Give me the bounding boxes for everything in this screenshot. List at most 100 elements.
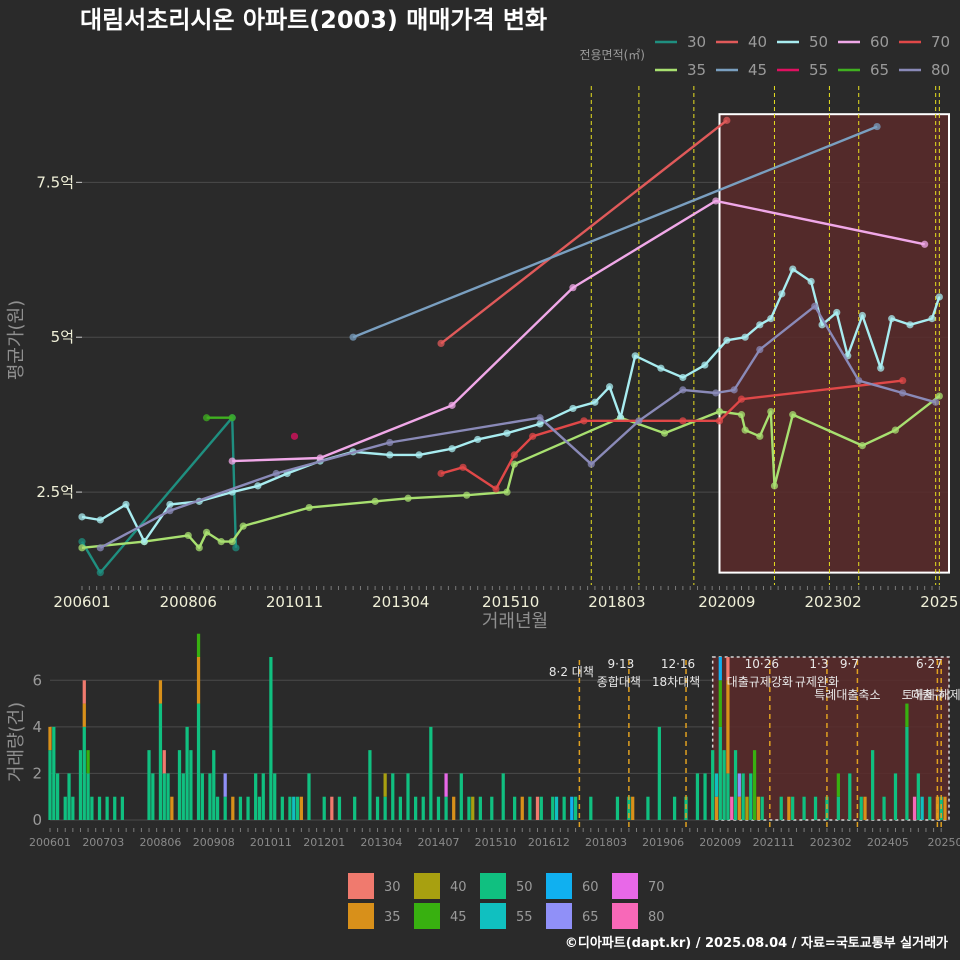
volume-bar-55 xyxy=(292,796,296,820)
volume-bar-35 xyxy=(170,796,174,820)
volume-bar-50 xyxy=(848,773,852,820)
volume-bar-50 xyxy=(337,796,342,820)
volume-bar-50 xyxy=(177,750,182,820)
data-point-60 xyxy=(569,284,577,292)
volume-bar-35 xyxy=(158,680,163,704)
bottom-policy-lines: 8·2 대책 9·13 종합대책 12·16 18차대책 10·26 대출규제강화 1·3 규제… xyxy=(549,657,960,828)
data-point-50 xyxy=(741,333,749,341)
x-tick-label: 201803 xyxy=(588,593,645,611)
volume-bar-45 xyxy=(718,680,722,727)
data-point-60 xyxy=(921,240,929,248)
volume-bar-50 xyxy=(539,796,543,820)
volume-legend-swatch-70 xyxy=(612,873,638,899)
volume-bar-50 xyxy=(501,773,505,820)
volume-bar-55 xyxy=(554,796,559,820)
series-line-60 xyxy=(232,199,925,463)
volume-bar-50 xyxy=(254,773,258,820)
data-point-35 xyxy=(660,429,669,437)
volume-bar-50 xyxy=(97,796,102,820)
size-legend: 전용면적(㎡) 30 35 40 45 50 55 60 65 70 80 xyxy=(579,33,950,79)
volume-bar-50 xyxy=(589,796,593,820)
data-point-35 xyxy=(184,531,192,540)
data-point-70 xyxy=(899,376,907,385)
volume-bar-50 xyxy=(444,796,448,820)
volume-bar-35 xyxy=(726,680,730,774)
volume-bar-35 xyxy=(196,657,201,704)
data-point-60 xyxy=(448,401,456,409)
volume-bar-50 xyxy=(722,750,726,820)
series-line-70 xyxy=(440,379,903,491)
volume-bar-40 xyxy=(383,773,387,797)
data-point-35 xyxy=(371,497,379,505)
volume-bar-50 xyxy=(749,773,753,820)
volume-bar-50 xyxy=(703,773,707,820)
data-point-50 xyxy=(888,315,896,323)
volume-legend-label-40: 40 xyxy=(450,880,467,895)
volume-bar-50 xyxy=(120,796,124,820)
data-point-50 xyxy=(605,383,614,391)
data-point-35 xyxy=(202,528,211,536)
footer-credit: ©디아파트(dapt.kr) / 2025.08.04 / 자료=국토교통부 실… xyxy=(565,935,948,951)
volume-bar-30 xyxy=(330,796,334,820)
volume-bar-50 xyxy=(741,773,745,820)
volume-bar-50 xyxy=(162,773,166,820)
volume-bar-50 xyxy=(528,796,532,820)
data-point-80 xyxy=(679,386,687,394)
volume-x-tick-label: 201510 xyxy=(475,836,517,849)
volume-x-tick-label: 200806 xyxy=(139,836,181,849)
series-line-45 xyxy=(352,125,878,339)
volume-bar-50 xyxy=(63,796,67,820)
data-point-80 xyxy=(536,414,544,422)
data-point-50 xyxy=(767,315,775,323)
legend-title: 전용면적(㎡) xyxy=(579,48,645,62)
volume-bar-50 xyxy=(791,796,795,820)
volume-bar-80 xyxy=(912,796,917,820)
y-tick-label: 2.5억 xyxy=(36,483,74,501)
volume-bar-35 xyxy=(756,796,761,820)
volume-bar-50 xyxy=(208,773,212,820)
volume-bar-50 xyxy=(257,796,262,820)
legend-label-55: 55 xyxy=(809,61,828,79)
policy-sublabel: 18차대책 xyxy=(652,674,700,689)
volume-bar-45 xyxy=(905,703,909,727)
legend-label-80: 80 xyxy=(931,61,950,79)
x-axis-title: 거래년월 xyxy=(482,611,548,632)
data-point-35 xyxy=(935,392,943,400)
volume-y-tick-label: 6 xyxy=(32,671,42,689)
volume-bar-50 xyxy=(212,750,216,820)
volume-bar-50 xyxy=(105,796,109,820)
volume-legend-label-45: 45 xyxy=(450,910,467,925)
volume-x-tick-label: 201612 xyxy=(528,836,570,849)
volume-bar-50 xyxy=(726,773,730,820)
volume-bar-50 xyxy=(48,750,52,820)
data-point-65 xyxy=(228,414,236,422)
data-point-50 xyxy=(616,414,625,422)
volume-bar-50 xyxy=(375,796,380,820)
volume-x-tick-label: 201201 xyxy=(303,836,345,849)
x-tick-label: 202009 xyxy=(698,593,755,611)
volume-bar-50 xyxy=(391,773,395,820)
data-point-80 xyxy=(756,345,764,354)
data-point-80 xyxy=(587,460,595,468)
volume-bar-30 xyxy=(162,750,166,774)
data-point-80 xyxy=(166,507,174,515)
volume-bar-65 xyxy=(223,773,227,797)
volume-bar-50 xyxy=(151,773,155,820)
data-point-80 xyxy=(96,544,104,552)
volume-x-tick-label: 202302 xyxy=(810,836,852,849)
volume-bar-35 xyxy=(631,796,635,820)
volume-bar-50 xyxy=(280,796,284,820)
data-point-70 xyxy=(715,417,724,425)
data-point-80 xyxy=(635,417,643,425)
volume-bar-45 xyxy=(196,633,201,657)
volume-legend-label-80: 80 xyxy=(648,910,665,925)
data-point-50 xyxy=(789,265,797,273)
legend-label-40: 40 xyxy=(748,33,767,51)
data-point-80 xyxy=(712,389,720,397)
data-point-80 xyxy=(855,376,863,385)
volume-bar-80 xyxy=(730,796,734,820)
volume-bar-50 xyxy=(436,796,441,820)
volume-bar-50 xyxy=(353,796,357,820)
data-point-50 xyxy=(140,538,148,546)
volume-bar-70 xyxy=(444,773,448,797)
